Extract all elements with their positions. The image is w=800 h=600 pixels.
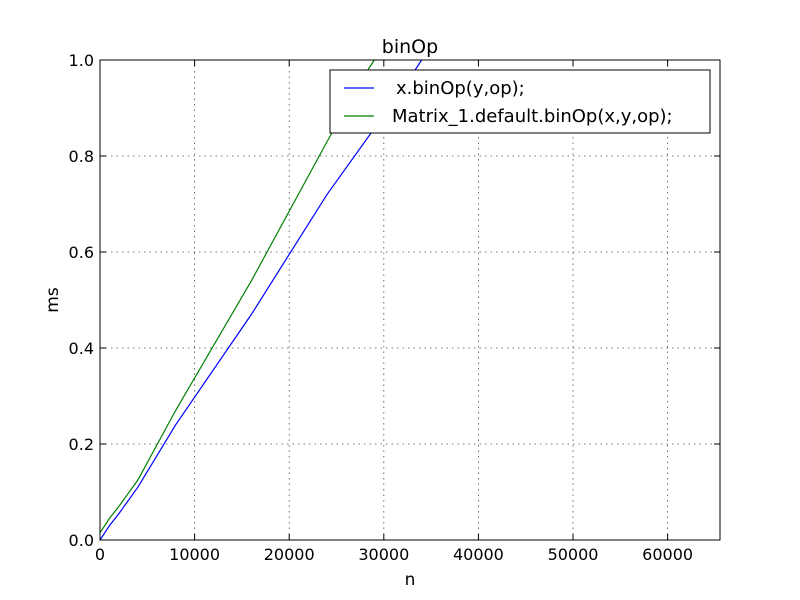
x-tick-label: 10000 (169, 545, 220, 564)
y-tick-label: 0.4 (69, 339, 94, 358)
y-tick-label: 0.6 (69, 243, 94, 262)
legend-box (329, 69, 711, 134)
axis-ticks (99, 59, 720, 541)
x-tick-label: 30000 (358, 545, 409, 564)
x-tick-label: 50000 (548, 545, 599, 564)
x-tick-label: 20000 (264, 545, 315, 564)
y-tick-label: 1.0 (69, 51, 94, 70)
legend-label-series-2: Matrix_1.default.binOp(x,y,op); (392, 106, 673, 127)
x-tick-label: 40000 (453, 545, 504, 564)
plot-frame (99, 59, 721, 541)
y-tick-label: 0.0 (69, 531, 94, 550)
x-tick-label: 60000 (642, 545, 693, 564)
tick-labels: 0 10000 20000 30000 40000 50000 60000 0.0 0.2 0.4… (69, 51, 694, 564)
legend: x.binOp(y,op); Matrix_1.default.binOp(x,… (329, 69, 711, 134)
y-tick-label: 0.2 (69, 435, 94, 454)
y-axis-label: ms (43, 287, 63, 313)
chart-title: binOp (382, 36, 438, 58)
x-axis-label: n (405, 570, 416, 590)
y-tick-label: 0.8 (69, 147, 94, 166)
legend-label-series-1: x.binOp(y,op); (396, 78, 525, 99)
x-tick-label: 0 (95, 545, 105, 564)
